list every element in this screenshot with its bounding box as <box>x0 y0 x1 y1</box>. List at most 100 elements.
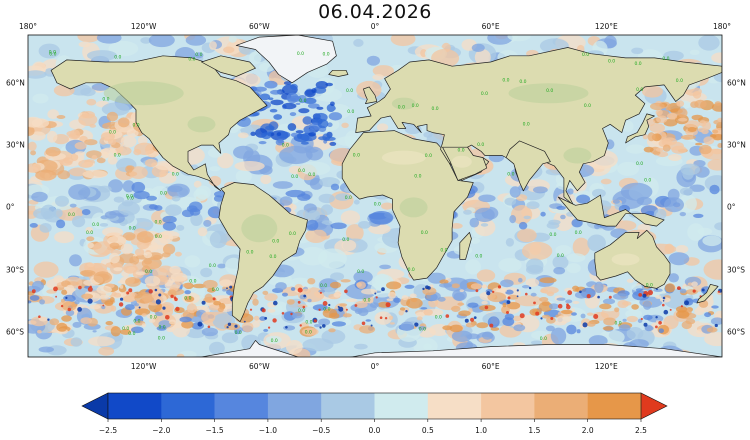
anomaly-patch <box>68 184 91 200</box>
contour-label: 0.0 <box>635 61 642 67</box>
anomaly-patch <box>283 311 296 321</box>
contour-label: 0.0 <box>271 338 278 344</box>
anomaly-patch <box>207 147 224 158</box>
anomaly-patch <box>622 301 632 306</box>
colorbar-tick-label: 1.0 <box>475 426 488 435</box>
land-vegetation-tint <box>103 81 184 106</box>
anomaly-patch <box>330 272 345 281</box>
anomaly-patch <box>681 320 692 330</box>
anomaly-patch <box>261 132 272 140</box>
anomaly-patch <box>658 328 664 334</box>
anomaly-patch <box>420 307 428 310</box>
anomaly-extreme <box>379 316 383 320</box>
contour-label: 0.0 <box>347 109 354 115</box>
anomaly-patch <box>664 197 684 213</box>
anomaly-patch <box>141 313 147 317</box>
anomaly-patch <box>388 315 394 320</box>
anomaly-patch <box>209 41 217 50</box>
anomaly-patch <box>361 288 378 295</box>
anomaly-patch <box>31 191 48 202</box>
anomaly-patch <box>512 315 522 322</box>
anomaly-patch <box>507 35 531 42</box>
anomaly-patch <box>166 328 175 333</box>
anomaly-patch <box>506 302 521 310</box>
anomaly-patch <box>126 128 139 138</box>
colorbar-segment <box>587 393 642 419</box>
anomaly-patch <box>56 115 66 119</box>
anomaly-patch <box>704 332 722 347</box>
anomaly-patch <box>318 318 331 326</box>
anomaly-patch <box>381 202 394 210</box>
contour-label: 0.0 <box>305 330 312 336</box>
anomaly-patch <box>56 219 66 229</box>
anomaly-patch <box>318 278 339 293</box>
colorbar-segment <box>427 393 482 419</box>
anomaly-patch <box>525 278 540 287</box>
anomaly-patch <box>457 302 465 306</box>
contour-label: 0.0 <box>523 122 530 128</box>
anomaly-patch <box>677 108 688 118</box>
anomaly-extreme <box>55 295 57 298</box>
contour-label: 0.0 <box>546 88 553 94</box>
anomaly-patch <box>209 166 221 172</box>
colorbar-segment <box>534 393 588 419</box>
anomaly-patch <box>662 144 671 152</box>
anomaly-patch <box>136 231 154 243</box>
anomaly-patch <box>617 161 640 176</box>
anomaly-patch <box>148 241 159 252</box>
anomaly-patch <box>576 329 581 334</box>
anomaly-extreme <box>486 291 491 296</box>
anomaly-patch <box>263 328 269 332</box>
anomaly-patch <box>717 143 722 148</box>
anomaly-patch <box>264 80 278 89</box>
anomaly-extreme <box>268 326 271 329</box>
anomaly-patch <box>518 221 528 230</box>
anomaly-patch <box>406 297 423 309</box>
contour-label: 0.0 <box>172 172 179 178</box>
anomaly-patch <box>328 312 340 319</box>
anomaly-patch <box>158 230 180 240</box>
contour-label: 0.0 <box>235 330 242 336</box>
anomaly-patch <box>119 329 132 335</box>
anomaly-extreme <box>717 290 721 293</box>
anomaly-patch <box>270 99 284 106</box>
anomaly-patch <box>65 309 75 317</box>
contour-label: 0.0 <box>408 267 415 273</box>
anomaly-patch <box>29 223 38 228</box>
anomaly-patch <box>143 258 152 265</box>
anomaly-extreme <box>226 326 229 329</box>
anomaly-patch <box>458 310 471 317</box>
anomaly-patch <box>653 208 667 220</box>
contour-label: 0.0 <box>676 78 683 84</box>
anomaly-patch <box>129 256 140 265</box>
anomaly-patch <box>258 141 267 145</box>
anomaly-patch <box>451 305 461 312</box>
anomaly-patch <box>599 303 612 310</box>
anomaly-patch <box>108 40 139 57</box>
anomaly-patch <box>213 301 222 306</box>
anomaly-extreme <box>361 321 366 326</box>
anomaly-extreme <box>174 297 178 302</box>
anomaly-patch <box>40 204 57 220</box>
anomaly-patch <box>655 147 664 152</box>
anomaly-patch <box>470 283 483 290</box>
anomaly-patch <box>113 292 122 298</box>
right-latitude-label: 60°N <box>727 78 746 88</box>
bottom-longitude-label: 60°E <box>481 362 500 371</box>
bottom-longitude-label: 120°W <box>130 362 157 371</box>
anomaly-patch <box>481 300 488 305</box>
anomaly-patch <box>98 346 115 356</box>
anomaly-patch <box>228 35 237 43</box>
anomaly-extreme <box>662 296 666 300</box>
anomaly-patch <box>572 237 590 257</box>
anomaly-patch <box>317 248 347 269</box>
anomaly-extreme <box>299 324 302 327</box>
land-masses <box>28 35 722 357</box>
anomaly-patch <box>88 336 115 347</box>
contour-label: 0.0 <box>102 97 109 103</box>
anomaly-patch <box>474 49 491 66</box>
anomaly-patch <box>72 321 82 328</box>
anomaly-patch <box>259 316 267 321</box>
anomaly-patch <box>668 252 690 266</box>
anomaly-patch <box>89 304 101 310</box>
